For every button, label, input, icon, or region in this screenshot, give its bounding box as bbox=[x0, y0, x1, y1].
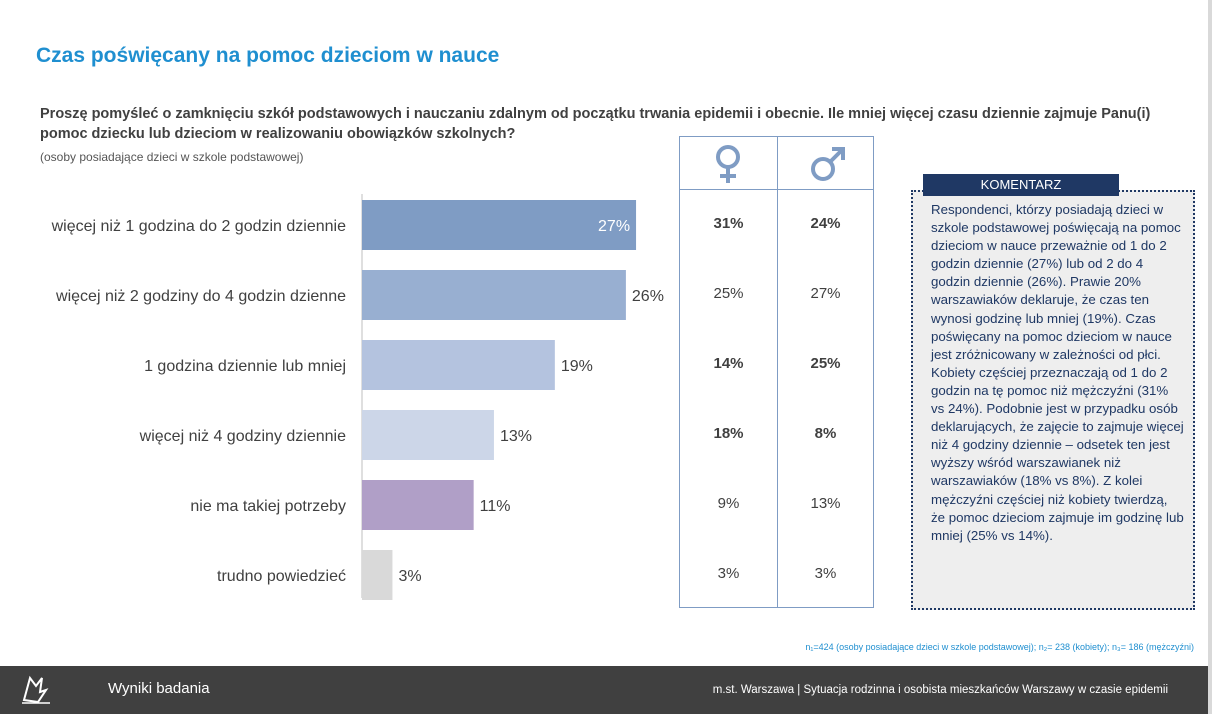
value-label: 27% bbox=[598, 218, 630, 235]
female-value: 9% bbox=[717, 495, 740, 512]
bar bbox=[362, 410, 494, 460]
footer-report-title: m.st. Warszawa | Sytuacja rodzinna i oso… bbox=[712, 684, 1168, 696]
value-label: 3% bbox=[398, 568, 421, 585]
female-value: 3% bbox=[717, 565, 740, 582]
sample-footnote: n₁=424 (osoby posiadające dzieci w szkol… bbox=[805, 642, 1194, 652]
female-value: 25% bbox=[713, 285, 744, 302]
table-divider bbox=[680, 189, 873, 190]
survey-question: Proszę pomyśleć o zamknięciu szkół podst… bbox=[40, 106, 1151, 142]
value-label: 11% bbox=[480, 498, 511, 515]
bar bbox=[362, 480, 474, 530]
warsaw-logo-icon bbox=[22, 675, 50, 704]
bar bbox=[362, 340, 555, 390]
female-value: 18% bbox=[713, 425, 744, 442]
commentary-box: KOMENTARZ Respondenci, którzy posiadają … bbox=[911, 174, 1195, 610]
bar bbox=[362, 550, 393, 600]
category-label: więcej niż 2 godziny do 4 godzin dzienne bbox=[55, 288, 346, 305]
male-symbol-icon bbox=[811, 147, 845, 181]
female-value: 14% bbox=[713, 355, 744, 372]
male-value: 3% bbox=[814, 565, 837, 582]
commentary-text: Respondenci, którzy posiadają dzieci w s… bbox=[931, 202, 1184, 543]
sample-note: (osoby posiadające dzieci w szkole podst… bbox=[40, 150, 304, 164]
table-divider bbox=[777, 137, 778, 607]
category-label: trudno powiedzieć bbox=[217, 568, 346, 585]
male-value: 27% bbox=[810, 285, 841, 302]
value-label: 13% bbox=[500, 428, 532, 445]
bar-chart: więcej niż 1 godzina do 2 godzin dzienni… bbox=[51, 194, 664, 600]
footer-bar: Wyniki badania m.st. Warszawa | Sytuacja… bbox=[0, 666, 1212, 714]
male-value: 8% bbox=[814, 425, 837, 442]
male-value: 25% bbox=[810, 355, 841, 372]
category-label: więcej niż 1 godzina do 2 godzin dzienni… bbox=[51, 218, 347, 235]
bar bbox=[362, 200, 637, 250]
footer-section-label: Wyniki badania bbox=[108, 680, 210, 697]
page-title: Czas poświęcany na pomoc dzieciom w nauc… bbox=[36, 44, 500, 67]
value-label: 26% bbox=[632, 288, 664, 305]
category-label: 1 godzina dziennie lub mniej bbox=[144, 358, 346, 375]
male-value: 13% bbox=[810, 495, 841, 512]
female-value: 31% bbox=[713, 215, 744, 232]
category-label: nie ma takiej potrzeby bbox=[190, 498, 346, 515]
value-label: 19% bbox=[561, 358, 593, 375]
female-symbol-icon bbox=[716, 145, 740, 183]
gender-table: 31% 24% 25% 27% 14% 25% 18% 8% 9% 13% 3% 3% bbox=[679, 136, 874, 608]
commentary-heading: KOMENTARZ bbox=[923, 174, 1119, 196]
category-label: więcej niż 4 godziny dziennie bbox=[139, 428, 346, 445]
page-edge bbox=[1208, 0, 1212, 714]
bar bbox=[362, 270, 626, 320]
male-value: 24% bbox=[810, 215, 841, 232]
